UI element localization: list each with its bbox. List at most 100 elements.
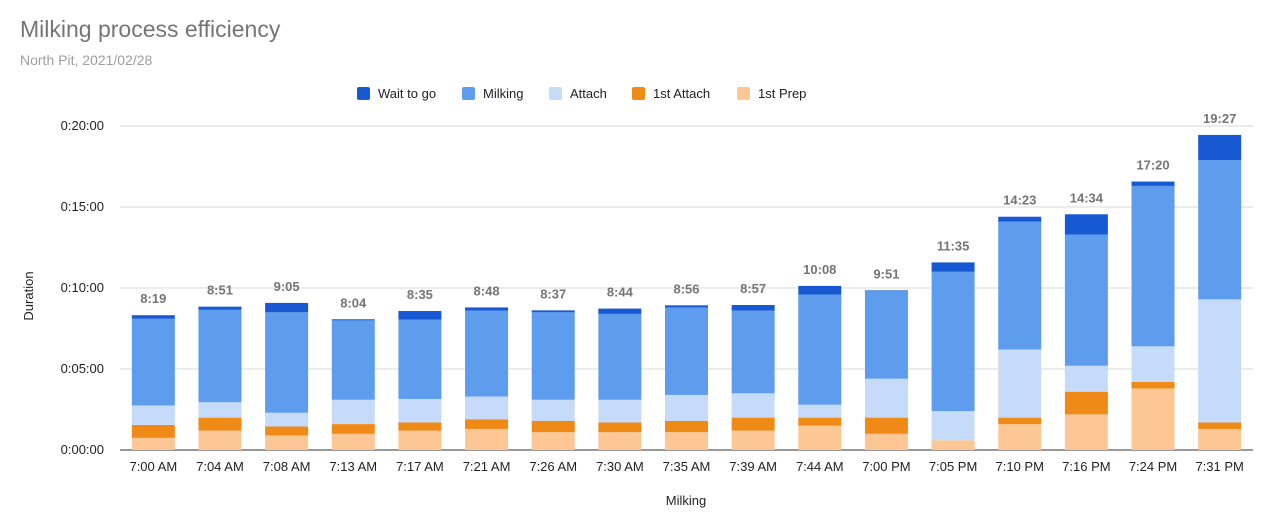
bar-segment: [731, 305, 775, 311]
legend-swatch: [632, 87, 645, 100]
y-tick-label: 0:10:00: [61, 280, 104, 295]
bar-segment: [198, 309, 242, 403]
bar-segment: [864, 378, 908, 418]
x-tick-label: 7:10 PM: [996, 459, 1044, 474]
bar-segment: [665, 307, 708, 395]
x-tick-label: 7:16 PM: [1062, 459, 1110, 474]
bar-segment: [598, 313, 642, 400]
bar-segment: [998, 349, 1042, 418]
bar-segment: [531, 312, 575, 400]
legend-swatch: [462, 87, 475, 100]
bar-segment: [331, 319, 375, 321]
bar-segment: [931, 440, 975, 450]
bar-segment: [731, 417, 775, 431]
legend-swatch: [357, 87, 370, 100]
legend-swatch: [549, 87, 562, 100]
bar-segment: [1064, 214, 1108, 235]
bar-segment: [465, 310, 509, 397]
legend-label: 1st Prep: [758, 86, 806, 101]
bar-segment: [1064, 365, 1108, 392]
bar-segment: [531, 432, 575, 450]
bar-segment: [931, 411, 975, 441]
bar-total-label: 17:20: [1136, 158, 1169, 173]
bar-segment: [665, 420, 708, 433]
bar-segment: [1198, 160, 1242, 300]
bar-segment: [731, 310, 775, 394]
x-tick-label: 7:00 PM: [862, 459, 910, 474]
x-tick-label: 7:21 AM: [463, 459, 511, 474]
y-tick-label: 0:15:00: [61, 199, 104, 214]
bar-segment: [198, 306, 242, 310]
bars: [131, 134, 1242, 450]
bar-segment: [998, 216, 1042, 222]
bar-segment: [265, 426, 309, 436]
bar-segment: [731, 430, 775, 450]
bar-segment: [798, 404, 842, 418]
x-tick-label: 7:17 AM: [396, 459, 444, 474]
bar-total-label: 9:05: [274, 279, 300, 294]
legend-swatch: [737, 87, 750, 100]
bar-total-label: 8:56: [673, 281, 699, 296]
bar-segment: [931, 262, 975, 272]
bar-segment: [131, 424, 175, 438]
bar-total-label: 8:57: [740, 281, 766, 296]
bar-segment: [265, 435, 309, 450]
bar-segment: [665, 305, 708, 308]
labels: 0:00:00 0:05:00 0:10:00 0:15:00 0:20:00 8:19 7…: [61, 111, 1244, 474]
bar-segment: [465, 419, 509, 429]
bar-segment: [131, 318, 175, 406]
bar-total-label: 8:19: [140, 291, 166, 306]
bar-segment: [798, 294, 842, 405]
bar-segment: [864, 433, 908, 450]
bar-segment: [1131, 381, 1175, 389]
bar-segment: [265, 412, 309, 427]
legend-label: Wait to go: [378, 86, 436, 101]
bar-segment: [331, 424, 375, 434]
bar-total-label: 8:44: [607, 285, 634, 300]
x-tick-label: 7:08 AM: [263, 459, 311, 474]
bar-segment: [998, 221, 1042, 350]
bar-segment: [798, 425, 842, 450]
bar-segment: [1131, 346, 1175, 382]
x-tick-label: 7:30 AM: [596, 459, 644, 474]
chart-subtitle: North Pit, 2021/02/28: [20, 52, 153, 68]
bar-segment: [864, 417, 908, 434]
bar-segment: [665, 394, 708, 421]
bar-segment: [265, 312, 309, 413]
bar-segment: [331, 320, 375, 400]
legend: Wait to go Milking Attach 1st Attach 1st Pre…: [357, 86, 806, 101]
x-tick-label: 7:00 AM: [129, 459, 177, 474]
bar-segment: [598, 432, 642, 450]
chart-title: Milking process efficiency: [20, 16, 281, 42]
x-tick-label: 7:44 AM: [796, 459, 844, 474]
bar-segment: [798, 417, 842, 426]
bar-total-label: 8:48: [474, 283, 500, 298]
bar-total-label: 11:35: [937, 238, 970, 253]
bar-segment: [1198, 428, 1242, 450]
bar-total-label: 8:35: [407, 287, 433, 302]
bar-segment: [998, 417, 1042, 425]
bar-segment: [1198, 134, 1242, 161]
bar-total-label: 8:51: [207, 283, 233, 298]
bar-segment: [1198, 422, 1242, 429]
bar-total-label: 9:51: [873, 266, 899, 281]
bar-segment: [398, 319, 442, 399]
bar-segment: [398, 311, 442, 320]
bar-segment: [998, 424, 1042, 450]
bar-segment: [398, 398, 442, 423]
bar-segment: [864, 291, 908, 379]
bar-segment: [331, 399, 375, 425]
y-tick-label: 0:05:00: [61, 361, 104, 376]
bar-segment: [131, 315, 175, 319]
y-tick-label: 0:00:00: [61, 442, 104, 457]
bar-segment: [1131, 185, 1175, 347]
legend-label: 1st Attach: [653, 86, 710, 101]
x-tick-label: 7:05 PM: [929, 459, 977, 474]
bar-segment: [598, 399, 642, 423]
y-axis-title: Duration: [21, 271, 36, 320]
bar-segment: [331, 433, 375, 450]
bar-segment: [1064, 234, 1108, 366]
legend-label: Milking: [483, 86, 523, 101]
bar-total-label: 14:23: [1003, 193, 1036, 208]
